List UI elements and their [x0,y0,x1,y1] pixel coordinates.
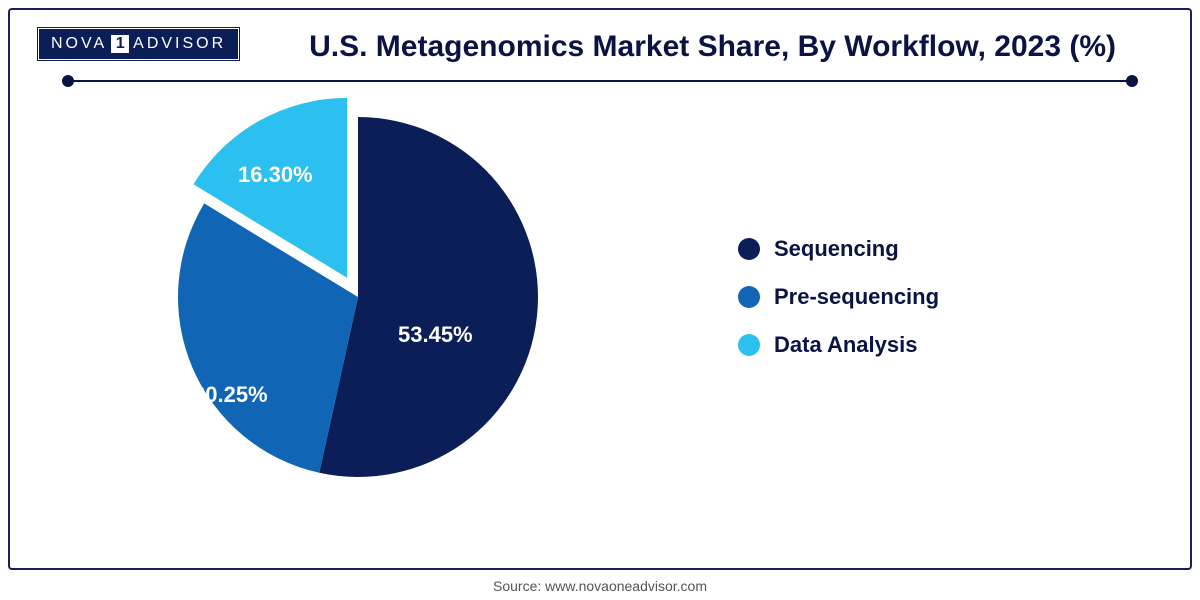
slice-label: 53.45% [398,322,473,348]
header-row: NOVA 1 ADVISOR U.S. Metagenomics Market … [38,28,1162,64]
legend-label: Sequencing [774,236,899,262]
legend-item: Data Analysis [738,332,939,358]
legend-item: Pre-sequencing [738,284,939,310]
logo-one-badge: 1 [111,35,129,53]
legend-item: Sequencing [738,236,939,262]
pie-chart: 53.45% 30.25% 16.30% [118,87,598,507]
chart-title: U.S. Metagenomics Market Share, By Workf… [263,28,1162,64]
legend-dot [738,334,760,356]
pie-svg [118,87,598,507]
brand-logo: NOVA 1 ADVISOR [38,28,239,60]
legend-dot [738,286,760,308]
title-divider [68,80,1132,82]
logo-text-left: NOVA [51,35,107,53]
chart-frame: NOVA 1 ADVISOR U.S. Metagenomics Market … [8,8,1192,570]
source-text: Source: www.novaoneadvisor.com [0,578,1200,594]
legend: Sequencing Pre-sequencing Data Analysis [738,236,939,358]
logo-text-right: ADVISOR [133,35,226,53]
legend-label: Data Analysis [774,332,917,358]
slice-label: 30.25% [193,382,268,408]
legend-dot [738,238,760,260]
chart-content: 53.45% 30.25% 16.30% Sequencing Pre-sequenc… [38,82,1162,512]
legend-label: Pre-sequencing [774,284,939,310]
slice-label: 16.30% [238,162,313,188]
